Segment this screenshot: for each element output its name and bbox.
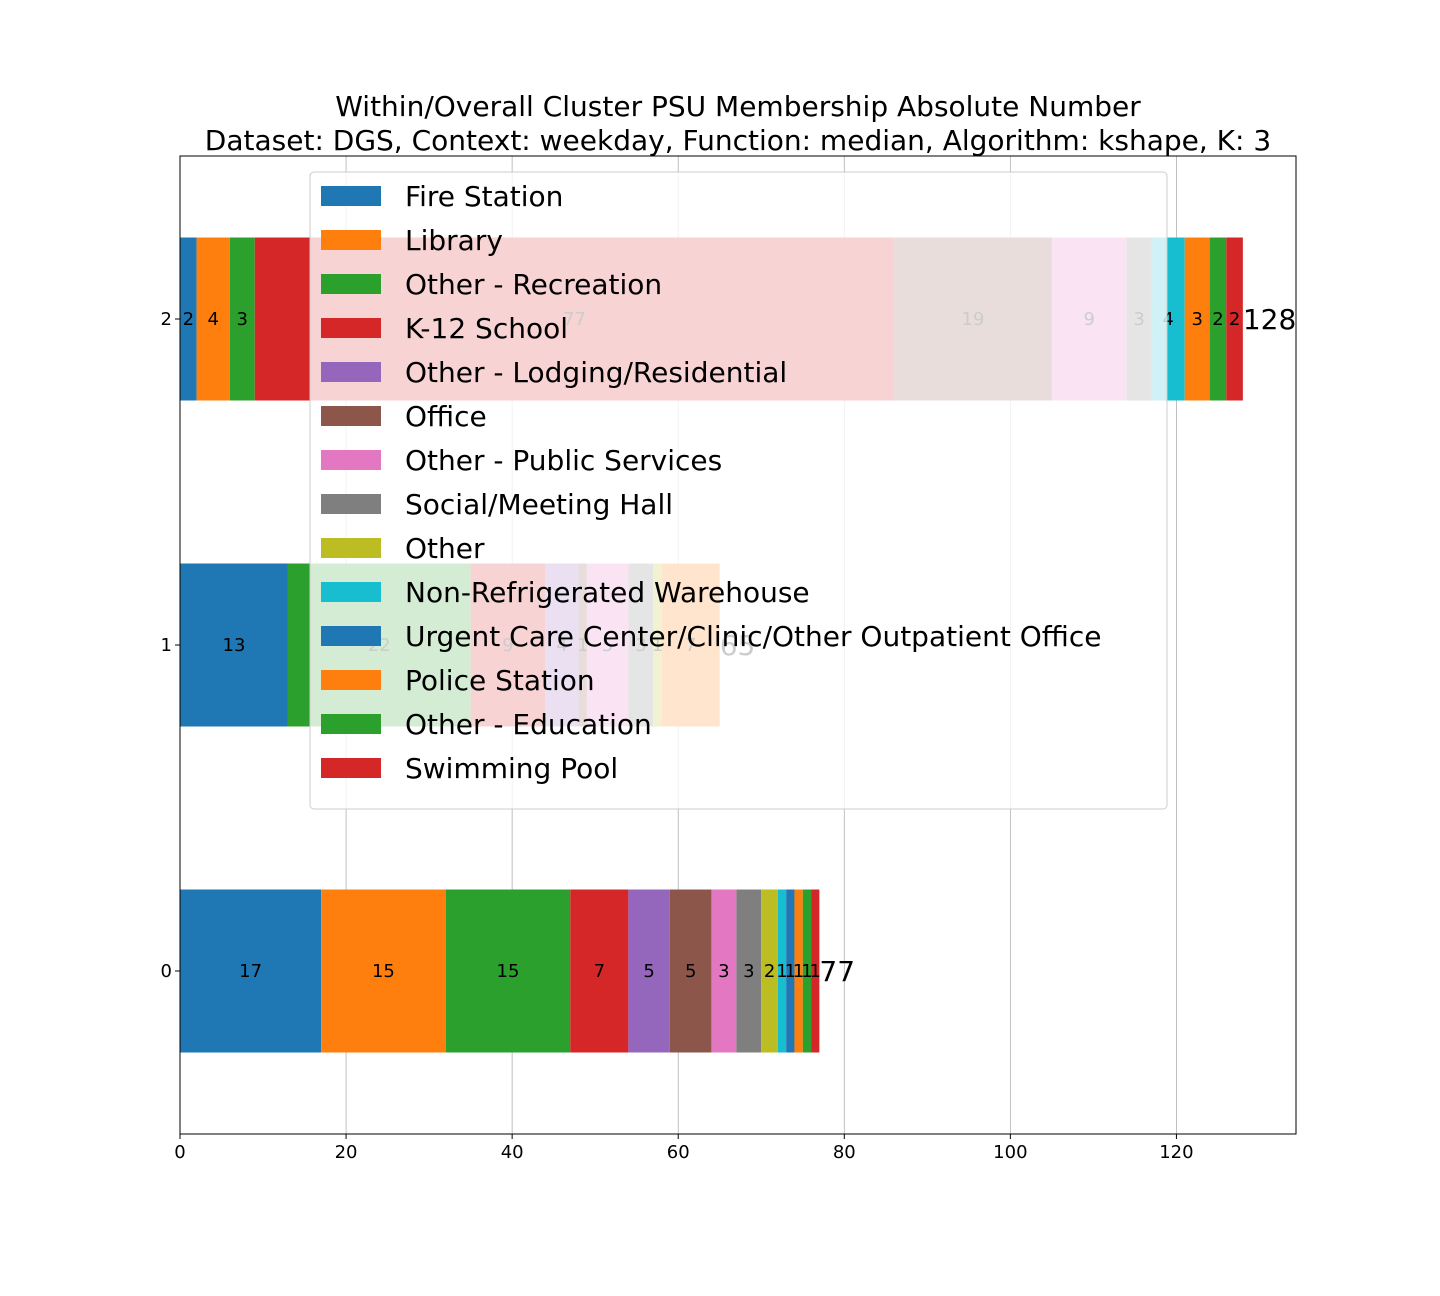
segment-value-label: 1 xyxy=(785,961,796,982)
legend-swatch xyxy=(321,186,381,206)
segment-value-label: 13 xyxy=(223,635,246,656)
bar-segment xyxy=(180,563,288,727)
x-tick-label: 80 xyxy=(833,1142,856,1163)
legend-swatch xyxy=(321,318,381,338)
bar-segment xyxy=(1226,237,1243,401)
y-tick-label: 2 xyxy=(161,309,172,330)
legend-swatch xyxy=(321,362,381,382)
x-tick-label: 100 xyxy=(993,1142,1027,1163)
y-tick-label: 0 xyxy=(161,961,172,982)
bar-segment xyxy=(445,889,571,1053)
bar-segment xyxy=(794,889,803,1053)
bar-segment xyxy=(229,237,255,401)
legend-entry: Swimming Pool xyxy=(405,752,618,785)
segment-value-label: 3 xyxy=(1191,309,1202,330)
legend-entry: Police Station xyxy=(405,664,595,697)
segment-value-label: 2 xyxy=(1212,309,1223,330)
legend: Fire Station Library Other - Recreation K-1… xyxy=(309,171,1168,810)
segment-value-label: 7 xyxy=(594,961,605,982)
legend-entry: Other xyxy=(405,532,485,565)
segment-value-label: 2 xyxy=(764,961,775,982)
bar-segment xyxy=(1209,237,1227,401)
x-tick-label: 20 xyxy=(335,1142,358,1163)
bar-total-label: 128 xyxy=(1243,303,1296,336)
legend-swatch xyxy=(321,494,381,514)
x-tick-label: 0 xyxy=(174,1142,185,1163)
bar-segment xyxy=(669,889,712,1053)
bar-segment xyxy=(777,889,787,1053)
legend-entry: Non-Refrigerated Warehouse xyxy=(405,576,810,609)
legend-entry: Urgent Care Center/Clinic/Other Outpatie… xyxy=(405,620,1101,653)
segment-value-label: 4 xyxy=(207,309,218,330)
bar-segment xyxy=(180,237,197,401)
segment-value-label: 3 xyxy=(718,961,729,982)
x-tick-label: 60 xyxy=(667,1142,690,1163)
x-tick-label: 120 xyxy=(1159,1142,1193,1163)
legend-entry: Other - Lodging/Residential xyxy=(405,356,787,389)
legend-swatch xyxy=(321,538,381,558)
legend-entry: Office xyxy=(405,400,487,433)
segment-value-label: 1 xyxy=(809,961,820,982)
legend-swatch xyxy=(321,230,381,250)
bar-total-label: 77 xyxy=(819,955,855,988)
segment-value-label: 15 xyxy=(372,961,395,982)
bar-segment xyxy=(180,889,322,1053)
segment-value-label: 17 xyxy=(239,961,262,982)
bar-segment xyxy=(711,889,737,1053)
chart-title-line-1: Within/Overall Cluster PSU Membership Ab… xyxy=(335,90,1141,123)
legend-swatch xyxy=(321,274,381,294)
legend-swatch xyxy=(321,714,381,734)
legend-entry: Social/Meeting Hall xyxy=(405,488,673,521)
legend-swatch xyxy=(321,670,381,690)
segment-value-label: 5 xyxy=(643,961,654,982)
y-tick-label: 1 xyxy=(161,635,172,656)
segment-value-label: 1 xyxy=(801,961,812,982)
legend-entry: Other - Education xyxy=(405,708,652,741)
bar-segment xyxy=(811,889,820,1053)
segment-value-label: 15 xyxy=(497,961,520,982)
legend-entry: Fire Station xyxy=(405,180,563,213)
legend-swatch xyxy=(321,582,381,602)
segment-value-label: 2 xyxy=(183,309,194,330)
bar-segment xyxy=(802,889,812,1053)
legend-swatch xyxy=(321,758,381,778)
segment-value-label: 3 xyxy=(237,309,248,330)
legend-swatch xyxy=(321,626,381,646)
legend-swatch xyxy=(321,450,381,470)
bar-segment xyxy=(628,889,670,1053)
bar-segment xyxy=(761,889,778,1053)
segment-value-label: 3 xyxy=(743,961,754,982)
legend-entry: K-12 School xyxy=(405,312,568,345)
chart-title-line-2: Dataset: DGS, Context: weekday, Function… xyxy=(205,124,1271,157)
segment-value-label: 1 xyxy=(793,961,804,982)
legend-entry: Other - Public Services xyxy=(405,444,722,477)
legend-swatch xyxy=(321,406,381,426)
bar-segment xyxy=(570,889,629,1053)
segment-value-label: 2 xyxy=(1229,309,1240,330)
bar-segment xyxy=(321,889,446,1053)
legend-box xyxy=(309,171,1168,810)
bar-segment xyxy=(736,889,762,1053)
segment-value-label: 5 xyxy=(685,961,696,982)
legend-entry: Library xyxy=(405,224,503,257)
legend-entry: Other - Recreation xyxy=(405,268,662,301)
segment-value-label: 4 xyxy=(1162,309,1173,330)
bar-segment xyxy=(196,237,230,401)
bar-segment xyxy=(786,889,795,1053)
bar-segment xyxy=(1184,237,1210,401)
x-tick-label: 40 xyxy=(501,1142,524,1163)
segment-value-label: 1 xyxy=(776,961,787,982)
